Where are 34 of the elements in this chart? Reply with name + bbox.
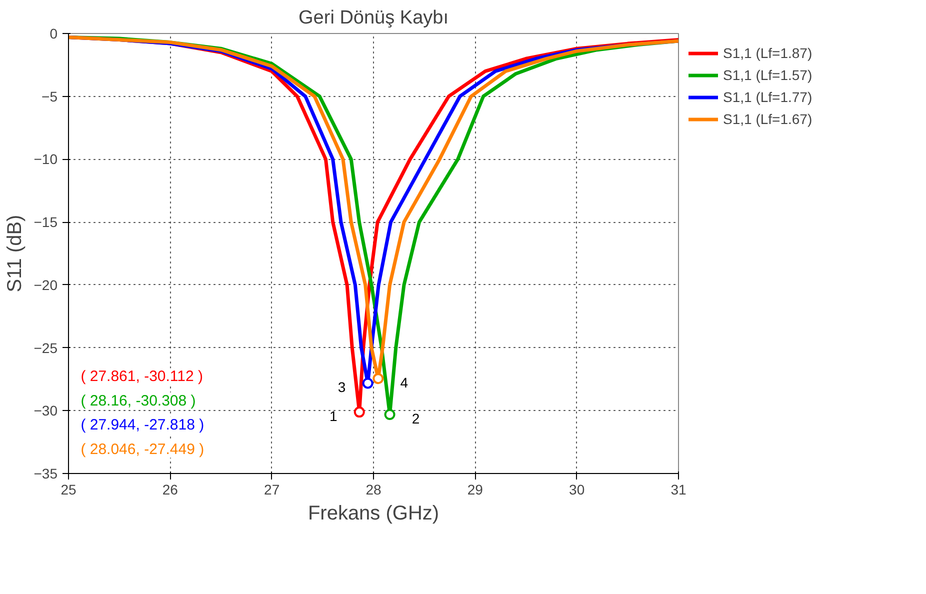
annotation: 2 [412, 410, 420, 427]
y-tick-label: −10 [34, 151, 58, 168]
y-tick-label: −30 [34, 402, 58, 419]
annotation: ( 27.944, -27.818 ) [80, 416, 204, 434]
annotation: ( 28.16, -30.308 ) [80, 392, 196, 410]
point [372, 373, 384, 384]
annotation: 4 [400, 374, 408, 391]
x-tick-label: 26 [162, 482, 178, 498]
legend-label: S1,1 (Lf=1.57) [723, 67, 812, 83]
y-tick-label: −35 [34, 466, 58, 482]
x-tick-label: 25 [60, 482, 76, 498]
y-tick-label: −20 [34, 276, 58, 293]
x-tick-label: 30 [569, 482, 585, 498]
y-tick-label: −25 [34, 340, 58, 356]
y-axis-title: S11 (dB) [4, 214, 26, 292]
annotation: ( 27.861, -30.112 ) [80, 368, 204, 386]
annotation: 1 [329, 408, 338, 424]
x-tick-label: 29 [467, 482, 484, 498]
x-tick-label: 31 [670, 482, 686, 498]
y-tick-label: −5 [42, 88, 58, 104]
legend-label: S1,1 (Lf=1.77) [723, 89, 812, 105]
point [354, 406, 365, 418]
x-tick-label: 27 [264, 482, 280, 498]
legend-label: S1,1 (Lf=1.87) [723, 45, 812, 61]
annotation: 3 [338, 379, 346, 396]
y-tick-label: 0 [50, 26, 58, 42]
point [362, 378, 374, 389]
annotation: ( 28.046, -27.449 ) [80, 440, 204, 458]
point [384, 409, 396, 420]
chart-title: Geri Dönüş Kaybı [298, 8, 448, 28]
y-tick-label: −15 [34, 214, 58, 230]
x-tick-label: 28 [366, 482, 382, 498]
legend-label: S1,1 (Lf=1.67) [723, 111, 812, 127]
x-axis-title: Frekans (GHz) [308, 502, 440, 524]
